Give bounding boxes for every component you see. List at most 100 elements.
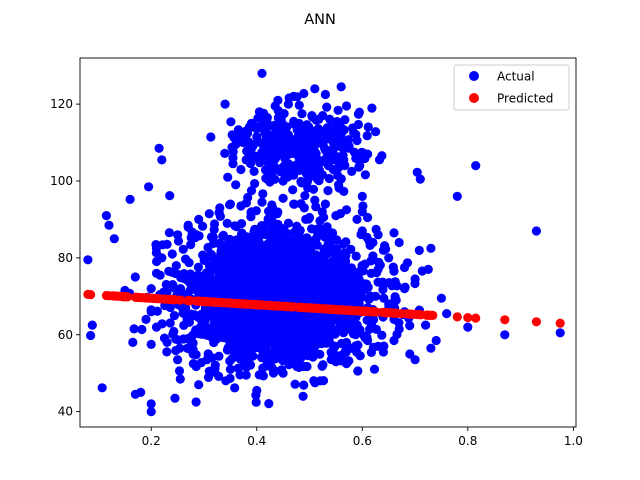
actual-point [244, 145, 254, 155]
actual-point [165, 191, 175, 201]
actual-point [206, 132, 216, 142]
actual-point [227, 258, 237, 268]
actual-point [199, 255, 209, 265]
actual-point [294, 118, 304, 128]
legend-label-predicted: Predicted [497, 92, 553, 106]
actual-point [349, 128, 359, 138]
axes-frame [79, 57, 577, 428]
actual-point [363, 282, 373, 292]
actual-point [178, 334, 189, 344]
actual-point [298, 351, 308, 361]
actual-point [258, 189, 268, 199]
actual-point [283, 159, 293, 169]
actual-point [363, 149, 373, 159]
predicted-point [452, 312, 462, 322]
actual-point [209, 225, 219, 235]
actual-point [259, 272, 269, 282]
x-tick-label: 0.4 [247, 434, 266, 448]
actual-point [146, 399, 156, 409]
actual-point [194, 270, 204, 281]
actual-point [292, 292, 302, 302]
actual-point [299, 380, 309, 390]
actual-point [171, 261, 181, 271]
actual-point [262, 113, 272, 123]
x-tick-label: 0.6 [353, 434, 372, 448]
actual-point [348, 287, 358, 297]
plot-area [83, 68, 565, 417]
actual-point [320, 89, 330, 100]
actual-point [278, 176, 288, 186]
actual-point [353, 340, 363, 350]
actual-point [278, 368, 288, 378]
actual-point [555, 328, 565, 338]
actual-point [331, 211, 341, 221]
actual-point [334, 121, 344, 131]
actual-point [184, 258, 194, 268]
actual-point [290, 379, 300, 389]
actual-point [241, 345, 251, 355]
actual-point [109, 234, 119, 244]
predicted-point [175, 295, 186, 305]
actual-point [363, 122, 373, 132]
actual-point [405, 321, 415, 331]
actual-point [452, 191, 462, 201]
actual-point [130, 272, 140, 282]
actual-point [366, 268, 376, 278]
actual-point [275, 318, 285, 328]
actual-point [315, 128, 325, 138]
actual-point [189, 281, 199, 291]
actual-point [423, 264, 433, 274]
actual-point [292, 260, 302, 270]
actual-point [187, 331, 197, 341]
actual-point [257, 138, 267, 148]
actual-point [349, 147, 359, 157]
actual-point [151, 268, 162, 278]
actual-point [426, 343, 436, 353]
actual-point [162, 337, 172, 347]
actual-point [500, 330, 510, 340]
legend: Actual Predicted [453, 64, 570, 111]
actual-point [228, 283, 238, 293]
actual-point [336, 82, 346, 92]
actual-point [320, 145, 330, 155]
actual-point [353, 109, 364, 119]
actual-point [377, 151, 387, 161]
actual-point [241, 362, 252, 372]
actual-point [426, 243, 436, 253]
actual-point [302, 233, 312, 243]
actual-point [242, 247, 252, 257]
actual-point [289, 199, 299, 209]
actual-point [284, 255, 294, 265]
actual-point [168, 329, 178, 339]
actual-point [340, 346, 350, 356]
actual-point [278, 353, 288, 363]
actual-point [214, 351, 224, 361]
predicted-point [409, 309, 419, 319]
actual-point [389, 335, 399, 346]
actual-point [259, 256, 269, 266]
actual-point [353, 119, 363, 130]
actual-point [313, 328, 323, 338]
actual-point [151, 322, 162, 332]
actual-point [302, 361, 312, 372]
actual-point [249, 166, 259, 176]
actual-point [297, 339, 307, 349]
actual-point [169, 283, 179, 293]
actual-point [317, 269, 327, 279]
actual-point [231, 180, 241, 190]
actual-point [281, 279, 291, 289]
actual-point [360, 259, 370, 269]
actual-point [175, 374, 185, 384]
actual-point [390, 277, 400, 287]
predicted-point [101, 290, 111, 301]
actual-point [239, 138, 249, 148]
actual-point [389, 266, 399, 276]
actual-point [170, 393, 180, 403]
actual-point [278, 193, 288, 203]
actual-point [217, 257, 228, 267]
actual-point [415, 174, 425, 184]
actual-point [328, 164, 338, 175]
actual-point [250, 179, 260, 189]
actual-point [331, 357, 341, 367]
actual-point [206, 278, 216, 289]
